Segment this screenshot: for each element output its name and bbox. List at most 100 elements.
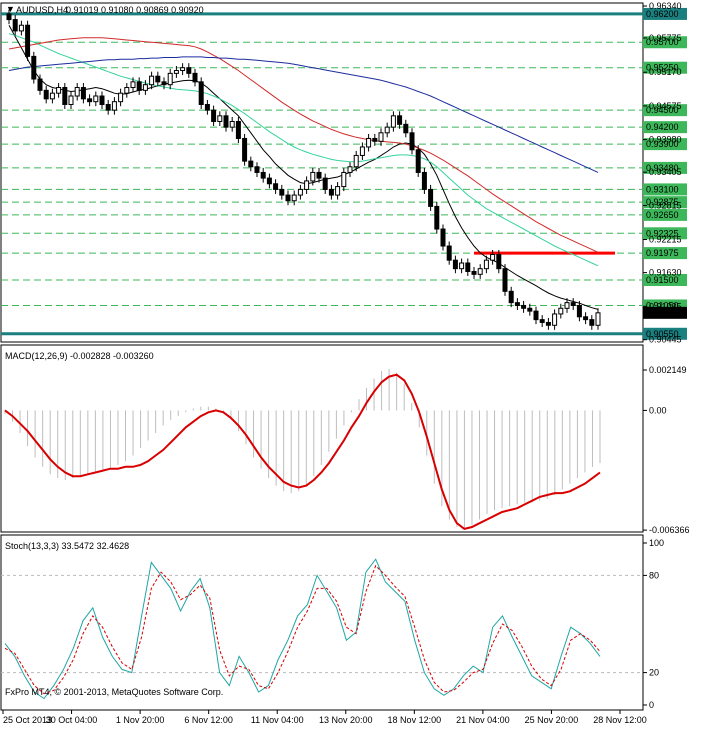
candle-body — [118, 92, 124, 103]
main-panel-frame — [0, 2, 644, 343]
candle-body — [229, 120, 235, 128]
candle-body — [180, 67, 186, 72]
candle-body — [471, 271, 477, 275]
time-tick-label: 13 Nov 20:00 — [319, 715, 373, 725]
moving-average-line — [8, 37, 599, 253]
candle-body — [254, 166, 260, 173]
candle-body — [483, 259, 489, 270]
macd-panel-frame — [0, 344, 644, 533]
current-price-label: 0.90920 — [646, 308, 679, 318]
candle-body — [87, 98, 93, 103]
level-price-label: 0.94500 — [646, 105, 679, 115]
level-price-label: 0.90550 — [646, 329, 679, 339]
candle-body — [477, 268, 483, 275]
stoch-tick-label: 80 — [649, 570, 659, 580]
ohlc-readout: 0.91019 0.91080 0.90869 0.90920 — [66, 5, 204, 15]
candle-body — [49, 92, 55, 100]
symbol-triangle-icon: ▼ — [6, 4, 15, 14]
candle-body — [248, 160, 254, 168]
candle-body — [186, 67, 192, 74]
level-price-label: 0.92875 — [646, 197, 679, 207]
candle-body — [198, 81, 204, 106]
time-tick-label: 25 Nov 20:00 — [525, 715, 579, 725]
macd-tick-label: 0.002149 — [649, 365, 687, 375]
time-tick-label: 21 Nov 04:00 — [456, 715, 510, 725]
candle-body — [415, 149, 421, 173]
time-tick-label: 1 Nov 20:00 — [116, 715, 165, 725]
candle-body — [304, 180, 310, 190]
level-price-tag — [643, 36, 687, 49]
time-tick-label: 6 Nov 12:00 — [184, 715, 233, 725]
level-price-tag — [643, 161, 687, 174]
candle-body — [409, 132, 415, 151]
candle-body — [204, 104, 210, 111]
time-tick-label: 11 Nov 04:00 — [251, 715, 304, 725]
candle-body — [490, 254, 496, 261]
candle-body — [279, 188, 285, 196]
stoch-panel-frame — [0, 534, 644, 711]
candle-body — [508, 290, 514, 304]
candle-body — [545, 321, 551, 326]
level-price-label: 0.92650 — [646, 210, 679, 220]
candle-body — [459, 262, 465, 270]
candle-body — [390, 115, 396, 128]
macd-signal-line — [4, 373, 601, 530]
candle-body — [260, 171, 266, 179]
candle-body — [31, 55, 37, 80]
candle-body — [12, 19, 18, 32]
candle-body — [242, 137, 248, 162]
symbol-label: AUDUSD,H4 — [16, 5, 68, 15]
candle-body — [217, 115, 223, 122]
candle-body — [440, 228, 446, 247]
candle-body — [130, 81, 136, 89]
candle-body — [111, 101, 117, 111]
candle-body — [74, 87, 80, 97]
candle-body — [223, 115, 229, 128]
candle-body — [80, 87, 86, 100]
level-price-tag — [643, 104, 687, 117]
candle-body — [149, 75, 155, 86]
candle-body — [583, 316, 589, 321]
price-tick-label: 0.91630 — [649, 268, 682, 278]
candle-body — [37, 78, 43, 91]
candle-body — [539, 319, 545, 323]
stoch-tick-label: 0 — [649, 700, 654, 710]
candle-body — [328, 188, 334, 196]
level-price-tag — [643, 183, 687, 196]
candle-body — [99, 95, 105, 106]
candle-body — [316, 171, 322, 179]
candle-body — [211, 109, 217, 122]
moving-average-line — [8, 56, 599, 173]
candle-body — [322, 177, 328, 190]
level-price-tag — [643, 227, 687, 240]
level-price-label: 0.93480 — [646, 163, 679, 173]
price-tick-label: 0.93405 — [649, 167, 682, 177]
candle-body — [552, 313, 558, 326]
candle-body — [502, 268, 508, 292]
candle-body — [514, 302, 520, 306]
candle-body — [496, 254, 502, 270]
level-price-label: 0.93100 — [646, 184, 679, 194]
candle-body — [570, 302, 576, 306]
price-tick-label: 0.91035 — [649, 301, 682, 311]
candle-body — [378, 132, 384, 142]
candle-body — [359, 146, 365, 156]
level-price-tag — [643, 196, 687, 209]
candle-body — [273, 183, 279, 190]
level-price-tag — [643, 7, 687, 20]
candle-body — [68, 95, 74, 106]
level-price-tag — [643, 208, 687, 221]
level-price-label: 0.95250 — [646, 63, 679, 73]
candle-body — [452, 259, 458, 270]
candle-body — [266, 177, 272, 185]
level-price-label: 0.91975 — [646, 248, 679, 258]
level-price-label: 0.94200 — [646, 122, 679, 132]
level-price-label: 0.95700 — [646, 37, 679, 47]
candle-body — [347, 166, 353, 173]
candle-body — [428, 188, 434, 207]
level-price-tag — [643, 138, 687, 151]
candle-body — [341, 171, 347, 188]
candle-body — [6, 13, 12, 21]
